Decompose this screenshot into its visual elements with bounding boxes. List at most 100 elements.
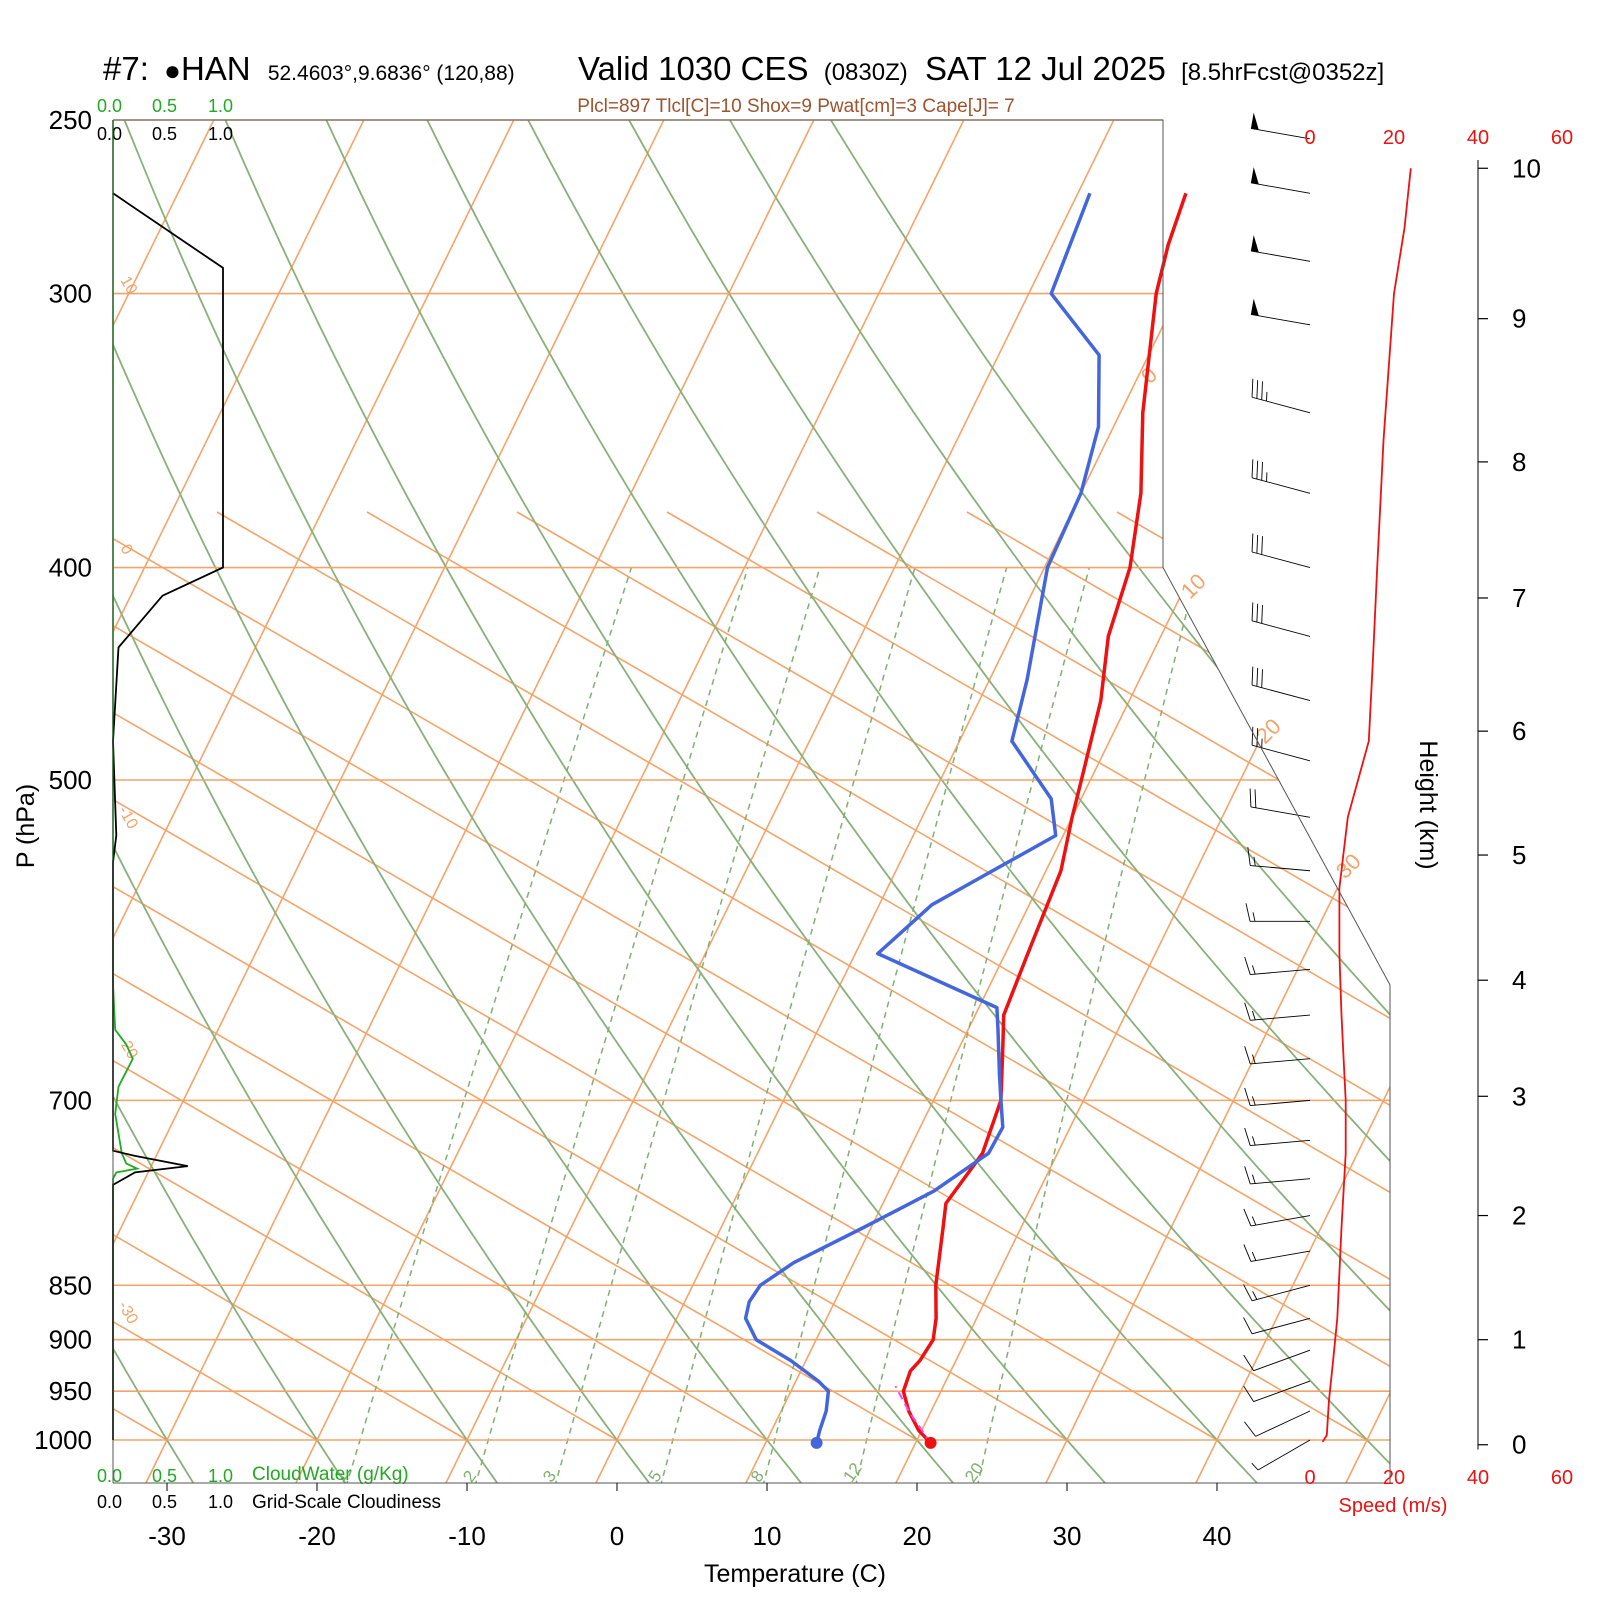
wind-barb xyxy=(1244,1046,1311,1065)
orange-diagonal-100 xyxy=(516,511,1390,1441)
temperature-tick-label: -20 xyxy=(298,1521,336,1551)
wind-barb xyxy=(1243,1284,1311,1302)
pressure-tick-label: 850 xyxy=(49,1270,92,1300)
wind-barb-full xyxy=(1261,381,1263,400)
surface-dewpoint-dot xyxy=(810,1436,823,1449)
svg-text:Valid 1030 CES (0830Z): Valid 1030 CES (0830Z) SAT 12 Jul 2025 [… xyxy=(578,50,1384,87)
svg-text:#7: ●HAN 52.4603°,: #7: ●HAN 52.4603°,9.6836° (120,88) xyxy=(103,50,515,87)
height-tick-label: 8 xyxy=(1512,447,1526,477)
dry-adiabat-60 xyxy=(507,120,1390,1483)
temperature-tick-label: 10 xyxy=(753,1521,782,1551)
wind-barb-staff xyxy=(1251,1317,1311,1335)
plot-right-edge xyxy=(113,119,1391,1483)
wind-barb xyxy=(1244,1410,1311,1437)
cloud-water-top-tick-1: 0.5 xyxy=(152,96,177,116)
dry-adiabat-20 xyxy=(113,120,957,1483)
wind-barb-full xyxy=(1261,605,1263,624)
orange-diagonal-140 xyxy=(1116,511,1390,1441)
isotherm-label-10: 10 xyxy=(117,274,141,298)
orange-diagonal-80 xyxy=(216,511,1390,1441)
wind-barb-half xyxy=(1252,1010,1256,1020)
height-tick-label: 1 xyxy=(1512,1325,1526,1355)
sounding-parameters: Plcl=897 Tlcl[C]=10 Shox=9 Pwat[cm]=3 Ca… xyxy=(577,96,1014,117)
wind-speed-bottom-tick: 0 xyxy=(1304,1467,1315,1489)
wind-speed-axis-title: Speed (m/s) xyxy=(1339,1495,1448,1517)
height-tick-label: 4 xyxy=(1512,965,1526,995)
dry-adiabat-70 xyxy=(607,120,1390,1483)
height-tick-label: 2 xyxy=(1512,1201,1526,1231)
height-tick-label: 6 xyxy=(1512,716,1526,746)
cloudiness-bottom-tick-1: 0.5 xyxy=(152,1492,177,1512)
wind-barb-half xyxy=(1252,965,1256,975)
orange-diagonal--40 xyxy=(0,512,17,1440)
wind-barb xyxy=(1251,533,1311,568)
wind-barb xyxy=(1250,112,1311,140)
wind-barb-half xyxy=(1252,1054,1256,1064)
cloudiness-top-tick-0: 0.0 xyxy=(97,124,122,144)
wind-barb xyxy=(1243,1380,1311,1403)
isotherm-label-20: 20 xyxy=(1251,714,1286,749)
mixing-ratio-line-5 xyxy=(659,567,916,1483)
wind-barb-full xyxy=(1243,1317,1253,1335)
parcel-line xyxy=(894,1385,932,1444)
wind-barb-staff xyxy=(1251,684,1311,702)
wind-barb-flag xyxy=(1250,167,1259,185)
wind-barb-full xyxy=(1249,788,1252,807)
dry-adiabat-0 xyxy=(113,120,653,1483)
wind-barb xyxy=(1244,1127,1311,1147)
wind-speed-top-tick: 40 xyxy=(1467,127,1489,149)
cloud-water-bottom-tick-2: 1.0 xyxy=(208,1466,233,1486)
wind-barb-staff xyxy=(1253,1380,1311,1403)
orange-diagonal-10 xyxy=(113,511,768,1441)
wind-barb-staff xyxy=(1250,1058,1311,1065)
wind-barb-staff xyxy=(1250,806,1311,818)
dry-adiabat--10 xyxy=(113,120,501,1483)
wind-barb-full xyxy=(1261,461,1263,481)
cloudiness-line xyxy=(112,192,224,1440)
pressure-tick-label: 900 xyxy=(49,1325,92,1355)
pressure-tick-label: 500 xyxy=(49,765,92,795)
wind-barb-full xyxy=(1251,533,1254,553)
wind-barb-half xyxy=(1252,912,1256,922)
wind-barb-half xyxy=(1253,856,1256,867)
cloud-water-bottom-tick-0: 0.0 xyxy=(97,1466,122,1486)
wind-barb-full xyxy=(1243,1284,1253,1301)
plot-background xyxy=(0,120,1390,1483)
wind-barb-staff xyxy=(1250,1014,1311,1021)
pressure-tick-label: 700 xyxy=(49,1085,92,1115)
x-axis-title: Temperature (C) xyxy=(704,1560,886,1588)
orange-diagonal-50 xyxy=(113,511,1368,1441)
wind-barb-full xyxy=(1256,460,1259,480)
orange-diagonal-90 xyxy=(366,511,1390,1441)
profile-lines xyxy=(112,112,1412,1471)
isotherm-40 xyxy=(1180,120,1390,1483)
isotherm-label--10: -10 xyxy=(115,804,141,833)
wind-barb-full xyxy=(1244,1046,1251,1065)
wind-barb-full xyxy=(1244,1002,1251,1021)
wind-speed-top-tick: 60 xyxy=(1551,127,1573,149)
wind-barb xyxy=(1251,726,1311,762)
wind-barb-half xyxy=(1252,1291,1258,1300)
cloud-water-legend-label: CloudWater (g/Kg) xyxy=(252,1464,409,1485)
temperature-tick-label: 0 xyxy=(610,1521,624,1551)
isotherm--60 xyxy=(113,120,404,1483)
wind-barb xyxy=(1245,903,1310,922)
height-tick-label: 9 xyxy=(1512,304,1526,334)
wind-barb-staff xyxy=(1250,127,1311,140)
mixing-ratio-line-8 xyxy=(762,567,1008,1483)
wind-barb-staff xyxy=(1257,1439,1311,1471)
dry-adiabat--20 xyxy=(113,120,349,1483)
bottom-legend: 0.0 0.5 1.0 CloudWater (g/Kg) 0.0 0.5 1.… xyxy=(97,1464,441,1513)
wind-barb-flag xyxy=(1250,235,1259,253)
height-tick-label: 10 xyxy=(1512,153,1541,183)
wind-barb-full xyxy=(1261,669,1263,688)
forecast-lead: [8.5hrFcst@0352z] xyxy=(1181,59,1384,86)
wind-barb xyxy=(1243,1349,1311,1372)
temperature-tick-label: -30 xyxy=(148,1521,186,1551)
wind-barb xyxy=(1249,788,1311,818)
height-tick-label: 7 xyxy=(1512,583,1526,613)
wind-barb-full xyxy=(1254,789,1257,808)
mixing-ratio-line-1 xyxy=(345,567,633,1483)
